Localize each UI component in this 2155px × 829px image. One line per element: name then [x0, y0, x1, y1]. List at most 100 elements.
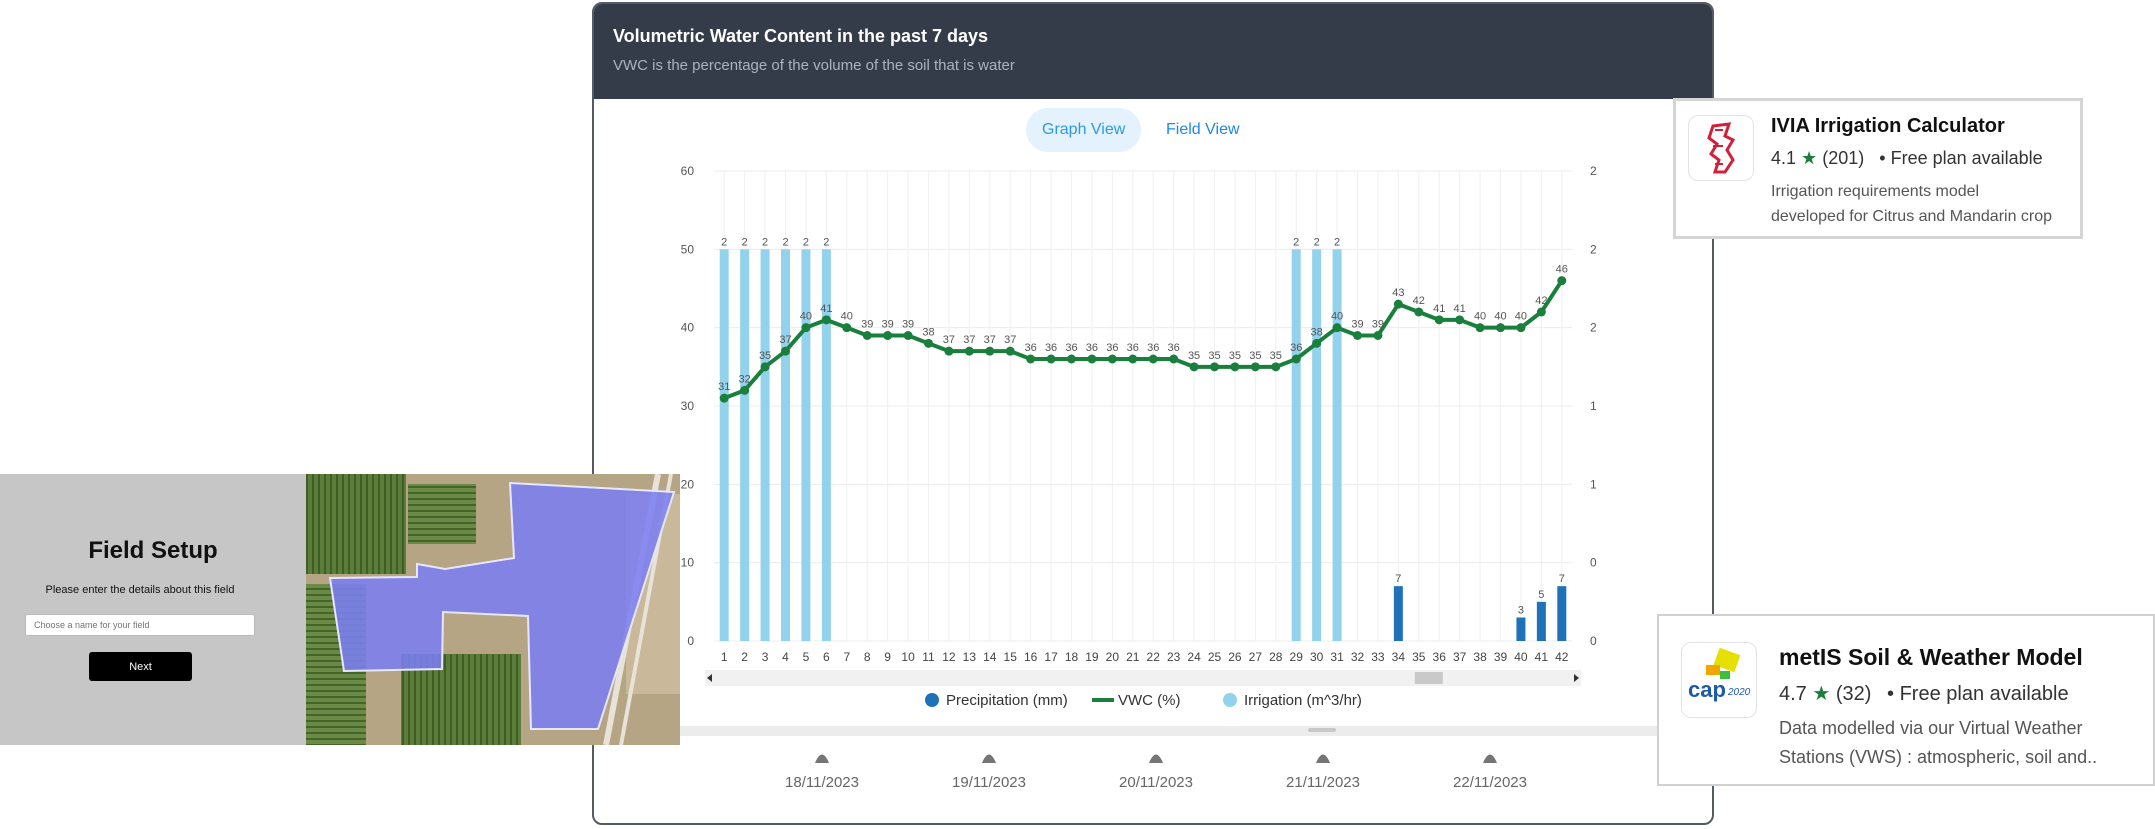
irrigation-bar-label: 2: [782, 236, 788, 248]
chart-legend: Precipitation (mm) VWC (%) Irrigation (m^3…: [925, 692, 1362, 709]
legend-swatch: [925, 693, 939, 707]
x-tick-label: 35: [1412, 650, 1426, 664]
vwc-point-label: 35: [759, 350, 771, 362]
vwc-point: [1291, 354, 1301, 364]
vwc-point: [1332, 323, 1342, 333]
vwc-point-label: 39: [1351, 319, 1363, 331]
review-count: (201): [1822, 148, 1865, 168]
field-setup-card: Field Setup Please enter the details abo…: [0, 474, 680, 745]
y-right-tick: 2: [1590, 321, 1597, 335]
bullet-separator: •: [1879, 148, 1886, 168]
x-tick-label: 15: [1004, 650, 1018, 664]
legend-label: Irrigation (m^3/hr): [1244, 692, 1362, 709]
y-right-tick: 1: [1590, 399, 1597, 413]
app-description-line: Data modelled via our Virtual Weather: [1779, 718, 2083, 738]
precipitation-bar-label: 7: [1395, 573, 1401, 585]
vwc-point-label: 36: [1147, 342, 1159, 354]
app-description-line: Stations (VWS) : atmospheric, soil and..: [1779, 747, 2098, 767]
field-setup-title: Field Setup: [88, 537, 218, 564]
legend-swatch: [1092, 698, 1114, 702]
x-tick-label: 22: [1147, 650, 1161, 664]
irrigation-bar: [1312, 249, 1322, 641]
vwc-point: [883, 331, 893, 340]
svg-text:cap: cap: [1688, 677, 1726, 702]
x-tick-label: 42: [1555, 650, 1569, 664]
app-name: metIS Soil & Weather Model: [1779, 644, 2083, 670]
y-right-tick: 1: [1590, 477, 1597, 491]
x-tick-label: 12: [942, 650, 956, 664]
app-description: Data modelled via our Virtual Weather St…: [1779, 714, 2097, 772]
precipitation-bar-label: 5: [1538, 589, 1544, 601]
field-setup-description: Please enter the details about this fiel…: [45, 584, 235, 596]
irrigation-bar: [719, 249, 729, 641]
x-tick-label: 3: [762, 650, 769, 664]
x-tick-label: 8: [864, 650, 871, 664]
vwc-point-label: 36: [1086, 342, 1098, 354]
x-tick-label: 2: [741, 650, 748, 664]
app-name: IVIA Irrigation Calculator: [1771, 115, 2005, 137]
vwc-point-label: 36: [1106, 342, 1118, 354]
chart-scrollbar[interactable]: [705, 670, 1581, 686]
x-tick-label: 19: [1085, 650, 1099, 664]
vwc-point: [1087, 354, 1097, 364]
vwc-point-label: 41: [1454, 303, 1466, 315]
date-label: 18/11/2023: [785, 774, 859, 791]
app-rating-row: 4.7 ★ (32) • Free plan available: [1779, 681, 2069, 706]
vwc-point: [964, 346, 974, 356]
x-tick-label: 29: [1290, 650, 1304, 664]
app-card-ivia[interactable]: IVIA Irrigation Calculator 4.1 ★ (201) •…: [1673, 98, 2083, 239]
x-tick-label: 9: [884, 650, 891, 664]
vwc-point-label: 46: [1556, 264, 1568, 276]
irrigation-bar: [760, 249, 770, 641]
x-tick-label: 13: [963, 650, 977, 664]
vwc-point-label: 36: [1168, 342, 1180, 354]
irrigation-bar-label: 2: [1334, 236, 1340, 248]
y-right-tick: 0: [1590, 634, 1597, 648]
chart-vwc-line: [719, 276, 1567, 403]
vwc-point: [1455, 315, 1465, 325]
next-button[interactable]: Next: [89, 652, 192, 681]
field-boundary-polygon[interactable]: [328, 481, 676, 730]
field-name-input[interactable]: [25, 614, 255, 636]
y-right-tick: 2: [1590, 242, 1597, 256]
plan-label: Free plan available: [1890, 148, 2043, 168]
vwc-point-label: 39: [1372, 319, 1384, 331]
precipitation-bar: [1393, 586, 1403, 641]
vwc-point: [1046, 354, 1056, 364]
precipitation-bar-label: 7: [1559, 573, 1565, 585]
review-count: (32): [1835, 683, 1872, 705]
tab-field-view[interactable]: Field View: [1166, 121, 1240, 138]
tab-graph-view[interactable]: Graph View: [1026, 108, 1142, 152]
vwc-point-label: 35: [1249, 350, 1261, 362]
x-tick-label: 25: [1208, 650, 1222, 664]
x-tick-label: 10: [901, 650, 915, 664]
x-tick-label: 24: [1187, 650, 1201, 664]
x-tick-label: 7: [843, 650, 850, 664]
panel-title: Volumetric Water Content in the past 7 d…: [613, 26, 989, 46]
app-card-metis[interactable]: cap 2020 metIS Soil & Weather Model 4.7 …: [1657, 614, 2155, 786]
star-icon: ★: [1801, 148, 1818, 168]
date-marker-icon: [1483, 754, 1497, 763]
scroll-right-icon: [1574, 674, 1579, 682]
vwc-point-label: 42: [1535, 295, 1547, 307]
vwc-point: [1148, 354, 1158, 364]
y-left-tick: 30: [681, 399, 695, 413]
x-tick-label: 18: [1065, 650, 1079, 664]
x-tick-label: 11: [922, 650, 935, 664]
date-marker-icon: [1149, 754, 1163, 763]
vwc-point: [1128, 354, 1138, 364]
irrigation-bar-label: 2: [1314, 236, 1320, 248]
vwc-point: [1210, 362, 1219, 372]
vwc-point: [1271, 362, 1281, 372]
vwc-point: [944, 346, 954, 356]
x-tick-label: 1: [721, 650, 728, 664]
vwc-point: [1067, 354, 1076, 364]
field-satellite-map[interactable]: [306, 474, 680, 745]
precipitation-bar: [1536, 601, 1546, 641]
vwc-point: [1026, 354, 1036, 364]
ivia-logo: [1688, 115, 1754, 181]
date-timeline[interactable]: 18/11/2023 19/11/2023 20/11/2023 21/11/2023…: [594, 726, 1712, 825]
vwc-point-label: 37: [943, 334, 955, 346]
x-tick-label: 6: [823, 650, 830, 664]
